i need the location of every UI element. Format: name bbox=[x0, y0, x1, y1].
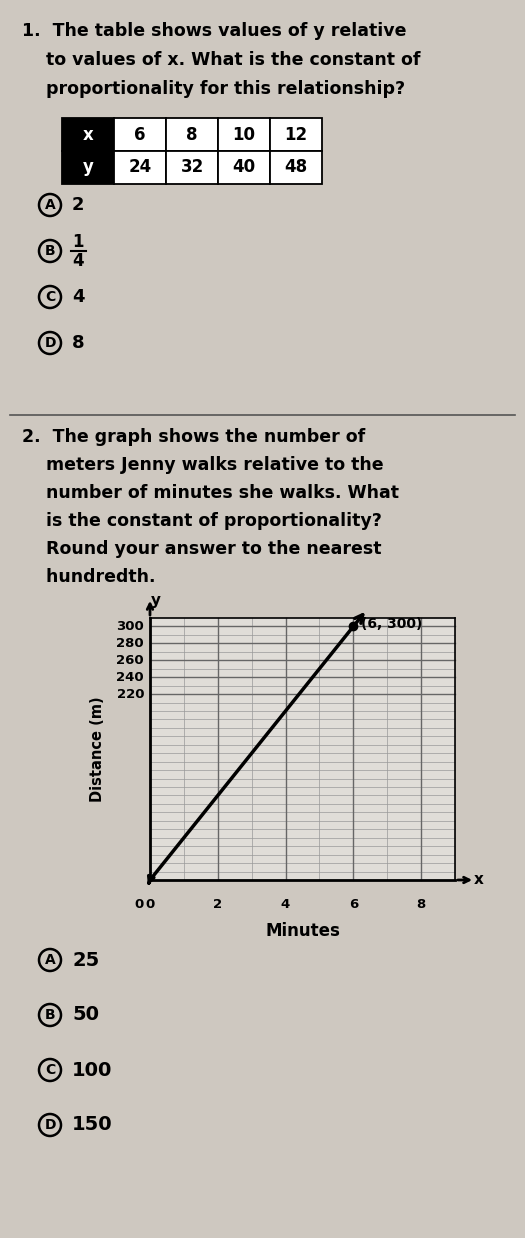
Text: x: x bbox=[474, 873, 484, 888]
Text: is the constant of proportionality?: is the constant of proportionality? bbox=[22, 513, 382, 530]
Text: 2.  The graph shows the number of: 2. The graph shows the number of bbox=[22, 428, 365, 446]
Text: D: D bbox=[44, 1118, 56, 1132]
Bar bbox=[62, 151, 114, 184]
Text: 0: 0 bbox=[145, 898, 155, 911]
Text: C: C bbox=[45, 290, 55, 305]
Text: 4: 4 bbox=[72, 253, 83, 270]
Text: x: x bbox=[82, 125, 93, 144]
Bar bbox=[270, 151, 322, 184]
Bar bbox=[114, 118, 166, 151]
Text: proportionality for this relationship?: proportionality for this relationship? bbox=[22, 80, 405, 98]
Text: 240: 240 bbox=[117, 671, 144, 683]
Bar bbox=[150, 618, 455, 880]
Text: Round your answer to the nearest: Round your answer to the nearest bbox=[22, 540, 382, 558]
Text: y: y bbox=[82, 158, 93, 177]
Text: Distance (m): Distance (m) bbox=[90, 696, 106, 802]
Text: 4: 4 bbox=[72, 288, 85, 306]
Text: 24: 24 bbox=[129, 158, 152, 177]
Text: 150: 150 bbox=[72, 1115, 113, 1134]
Bar bbox=[166, 151, 218, 184]
Text: 100: 100 bbox=[72, 1061, 112, 1080]
Text: 8: 8 bbox=[416, 898, 426, 911]
Text: 300: 300 bbox=[116, 620, 144, 633]
Text: C: C bbox=[45, 1063, 55, 1077]
Text: 8: 8 bbox=[186, 125, 198, 144]
Text: 220: 220 bbox=[117, 687, 144, 701]
Bar bbox=[270, 118, 322, 151]
Text: B: B bbox=[45, 244, 55, 258]
Text: D: D bbox=[44, 335, 56, 350]
Text: 6: 6 bbox=[134, 125, 146, 144]
Text: 48: 48 bbox=[285, 158, 308, 177]
Bar bbox=[62, 118, 114, 151]
Text: 10: 10 bbox=[233, 125, 256, 144]
Text: meters Jenny walks relative to the: meters Jenny walks relative to the bbox=[22, 456, 384, 474]
Text: 25: 25 bbox=[72, 951, 99, 969]
Text: B: B bbox=[45, 1008, 55, 1023]
Text: 32: 32 bbox=[181, 158, 204, 177]
Text: A: A bbox=[45, 953, 55, 967]
Text: A: A bbox=[45, 198, 55, 212]
Text: 4: 4 bbox=[281, 898, 290, 911]
Text: 8: 8 bbox=[72, 334, 85, 352]
Text: 2: 2 bbox=[213, 898, 223, 911]
Text: hundredth.: hundredth. bbox=[22, 568, 155, 586]
Text: 0: 0 bbox=[135, 898, 144, 911]
Text: (6, 300): (6, 300) bbox=[361, 618, 423, 631]
Text: 1: 1 bbox=[72, 233, 83, 251]
Text: 260: 260 bbox=[117, 654, 144, 667]
Text: 50: 50 bbox=[72, 1005, 99, 1025]
Text: 1.  The table shows values of y relative: 1. The table shows values of y relative bbox=[22, 22, 406, 40]
Text: 2: 2 bbox=[72, 196, 85, 214]
Text: 280: 280 bbox=[117, 636, 144, 650]
Bar bbox=[218, 151, 270, 184]
Text: 40: 40 bbox=[233, 158, 256, 177]
Text: to values of x. What is the constant of: to values of x. What is the constant of bbox=[22, 51, 421, 69]
Bar bbox=[114, 151, 166, 184]
Text: Minutes: Minutes bbox=[265, 922, 340, 940]
Text: number of minutes she walks. What: number of minutes she walks. What bbox=[22, 484, 399, 501]
Text: y: y bbox=[151, 593, 161, 608]
Bar bbox=[218, 118, 270, 151]
Bar bbox=[166, 118, 218, 151]
Text: 6: 6 bbox=[349, 898, 358, 911]
Text: 12: 12 bbox=[285, 125, 308, 144]
